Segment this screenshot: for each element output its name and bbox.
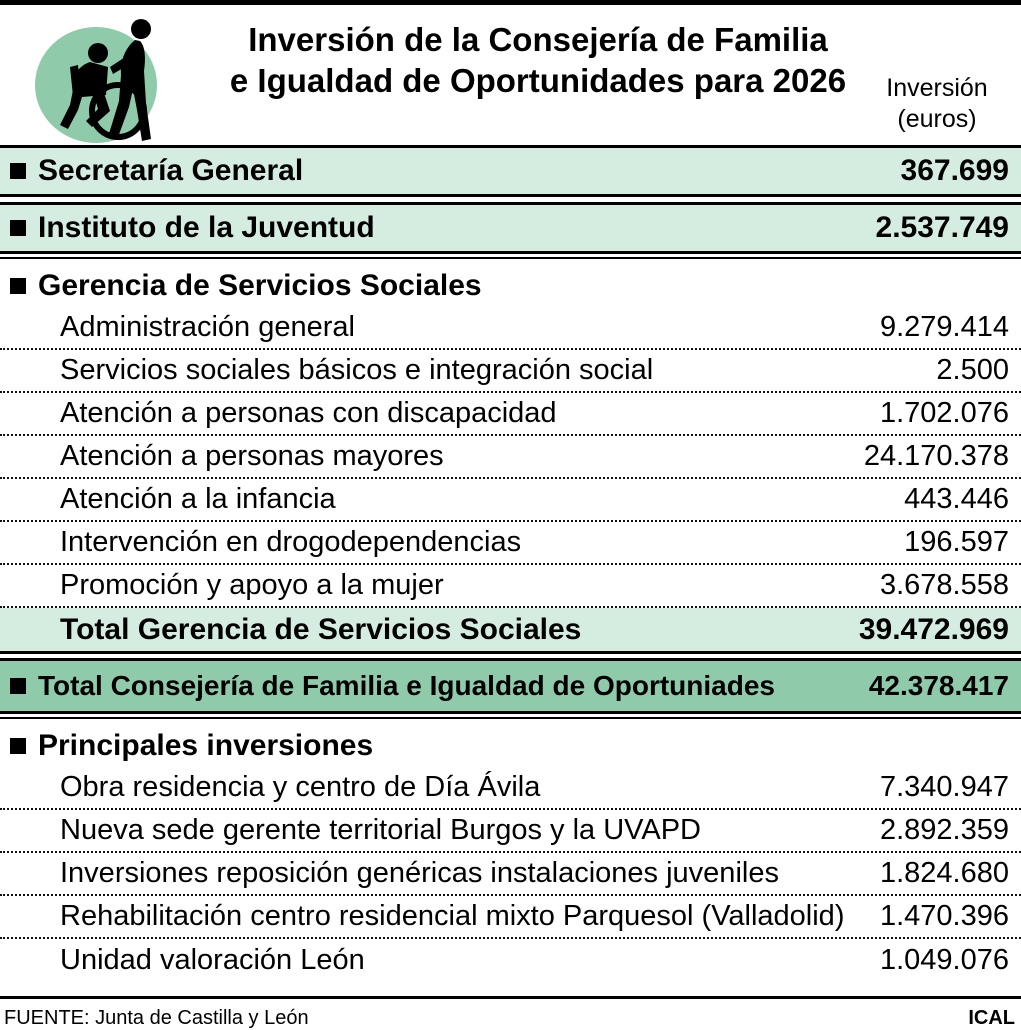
row-value: 39.472.969 xyxy=(858,612,1009,646)
divider-line xyxy=(0,257,1021,259)
bullet-square-icon xyxy=(10,220,26,236)
table-row: Nueva sede gerente territorial Burgos y … xyxy=(0,810,1021,853)
row-value: 24.170.378 xyxy=(863,440,1009,472)
table-row: Promoción y apoyo a la mujer 3.678.558 xyxy=(0,565,1021,608)
page-title: Inversión de la Consejería de Familia e … xyxy=(215,11,861,101)
column-header-line-1: Inversión xyxy=(886,74,988,102)
row-value: 1.824.680 xyxy=(879,857,1009,889)
row-value: 9.279.414 xyxy=(879,311,1009,343)
row-total-consejeria: Total Consejería de Familia e Igualdad d… xyxy=(0,658,1021,714)
row-instituto-juventud: Instituto de la Juventud 2.537.749 xyxy=(0,202,1021,254)
row-label: Total Gerencia de Servicios Sociales xyxy=(60,612,582,646)
row-label: Nueva sede gerente territorial Burgos y … xyxy=(60,814,701,846)
bullet-square-icon xyxy=(10,278,26,294)
column-header-line-2: (euros) xyxy=(897,105,977,133)
row-label: Total Consejería de Familia e Igualdad d… xyxy=(38,670,775,701)
source-credit: FUENTE: Junta de Castilla y León xyxy=(4,1007,309,1029)
row-label-wrap: Secretaría General xyxy=(10,154,303,188)
row-label: Secretaría General xyxy=(38,154,304,187)
bullet-square-icon xyxy=(10,163,26,179)
row-label: Atención a la infancia xyxy=(60,483,336,515)
row-label: Instituto de la Juventud xyxy=(38,211,375,244)
row-label: Administración general xyxy=(60,311,355,343)
divider-line xyxy=(0,717,1021,719)
row-value: 3.678.558 xyxy=(879,569,1009,601)
row-label: Unidad valoración León xyxy=(60,944,365,976)
row-label-wrap: Total Consejería de Familia e Igualdad d… xyxy=(10,670,775,702)
row-label-wrap: Instituto de la Juventud xyxy=(10,211,375,245)
row-value: 1.470.396 xyxy=(879,900,1009,932)
table-row: Servicios sociales básicos e integración… xyxy=(0,350,1021,393)
table-row: Unidad valoración León 1.049.076 xyxy=(0,939,1021,982)
row-value: 196.597 xyxy=(904,526,1009,558)
footer: FUENTE: Junta de Castilla y León ICAL xyxy=(0,999,1021,1030)
footer-rule xyxy=(0,996,1021,999)
table-row: Rehabilitación centro residencial mixto … xyxy=(0,896,1021,939)
row-value: 2.892.359 xyxy=(879,814,1009,846)
top-rule xyxy=(0,0,1021,5)
bullet-square-icon xyxy=(10,738,26,754)
row-value: 1.702.076 xyxy=(879,397,1009,429)
row-value: 443.446 xyxy=(904,483,1009,515)
section-header-label: Principales inversiones xyxy=(38,729,374,762)
row-label: Atención a personas mayores xyxy=(60,440,444,472)
section-header-gerencia: Gerencia de Servicios Sociales xyxy=(0,259,1021,307)
table-row: Intervención en drogodependencias 196.59… xyxy=(0,522,1021,565)
row-secretaria-general: Secretaría General 367.699 xyxy=(0,145,1021,197)
row-value: 42.378.417 xyxy=(868,670,1009,701)
section-header-label: Gerencia de Servicios Sociales xyxy=(38,269,482,302)
row-label: Promoción y apoyo a la mujer xyxy=(60,569,444,601)
table-row: Atención a personas mayores 24.170.378 xyxy=(0,436,1021,479)
row-total-gerencia: Total Gerencia de Servicios Sociales 39.… xyxy=(0,608,1021,654)
row-label: Servicios sociales básicos e integración… xyxy=(60,354,654,386)
table-row: Atención a personas con discapacidad 1.7… xyxy=(0,393,1021,436)
row-value: 7.340.947 xyxy=(879,771,1009,803)
table-row: Obra residencia y centro de Día Ávila 7.… xyxy=(0,767,1021,810)
title-line-1: Inversión de la Consejería de Familia xyxy=(248,21,828,58)
row-label: Intervención en drogodependencias xyxy=(60,526,522,558)
row-label: Atención a personas con discapacidad xyxy=(60,397,557,429)
column-header-inversion: Inversión (euros) xyxy=(861,11,1021,135)
row-value: 1.049.076 xyxy=(879,944,1009,976)
table-row: Administración general 9.279.414 xyxy=(0,307,1021,350)
title-line-2: e Igualdad de Oportunidades para 2026 xyxy=(229,62,847,99)
row-label: Rehabilitación centro residencial mixto … xyxy=(60,900,845,932)
row-label: Inversiones reposición genéricas instala… xyxy=(60,857,779,889)
section-header-principales: Principales inversiones xyxy=(0,719,1021,767)
agency-credit: ICAL xyxy=(968,1007,1015,1029)
row-value: 367.699 xyxy=(900,154,1009,187)
row-value: 2.500 xyxy=(936,354,1009,386)
table-row: Atención a la infancia 443.446 xyxy=(0,479,1021,522)
wheelchair-caregiver-icon xyxy=(0,11,215,147)
table-row: Inversiones reposición genéricas instala… xyxy=(0,853,1021,896)
row-value: 2.537.749 xyxy=(875,211,1009,244)
bullet-square-icon xyxy=(10,678,26,694)
row-label: Obra residencia y centro de Día Ávila xyxy=(60,771,541,803)
header: Inversión de la Consejería de Familia e … xyxy=(0,5,1021,145)
